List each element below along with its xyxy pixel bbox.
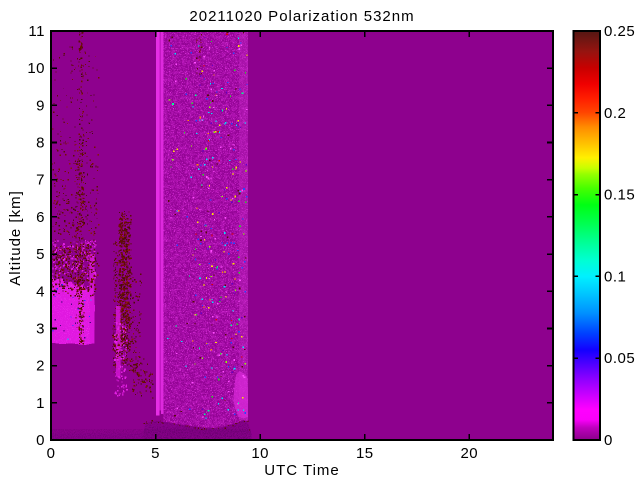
svg-text:4: 4 (36, 283, 45, 300)
svg-text:8: 8 (36, 135, 45, 152)
svg-text:9: 9 (36, 97, 45, 114)
svg-text:15: 15 (356, 445, 374, 462)
svg-text:0.25: 0.25 (604, 23, 635, 40)
svg-text:3: 3 (36, 321, 45, 338)
svg-text:Altitude [km]: Altitude [km] (7, 190, 24, 286)
svg-text:7: 7 (36, 172, 45, 189)
svg-text:0.05: 0.05 (604, 350, 635, 367)
svg-text:0.2: 0.2 (604, 105, 626, 122)
svg-text:11: 11 (28, 23, 45, 40)
svg-text:5: 5 (151, 445, 160, 462)
svg-text:10: 10 (27, 60, 45, 77)
svg-text:6: 6 (36, 209, 45, 226)
svg-text:0: 0 (36, 432, 45, 449)
svg-text:5: 5 (36, 246, 45, 263)
svg-text:0: 0 (47, 445, 56, 462)
svg-text:UTC Time: UTC Time (264, 462, 340, 479)
svg-text:0.15: 0.15 (604, 187, 635, 204)
svg-text:1: 1 (36, 395, 45, 412)
svg-text:20211020 Polarization 532nm: 20211020 Polarization 532nm (189, 8, 414, 25)
svg-text:0.1: 0.1 (604, 268, 626, 285)
svg-text:0: 0 (604, 432, 613, 449)
svg-text:10: 10 (251, 445, 269, 462)
svg-text:2: 2 (36, 358, 45, 375)
svg-text:20: 20 (460, 445, 478, 462)
